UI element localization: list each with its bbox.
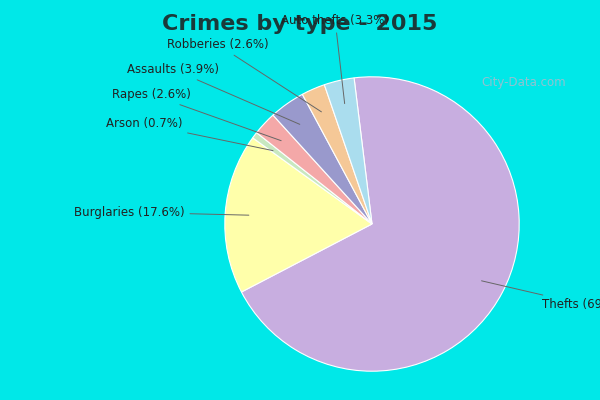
Text: Arson (0.7%): Arson (0.7%) <box>106 118 273 151</box>
Wedge shape <box>241 77 519 371</box>
Wedge shape <box>302 85 372 224</box>
Text: Robberies (2.6%): Robberies (2.6%) <box>167 38 322 112</box>
Text: City-Data.com: City-Data.com <box>481 76 566 89</box>
Text: Burglaries (17.6%): Burglaries (17.6%) <box>74 206 249 219</box>
Text: Assaults (3.9%): Assaults (3.9%) <box>127 63 300 124</box>
Wedge shape <box>225 138 372 292</box>
Wedge shape <box>253 133 372 224</box>
Text: Rapes (2.6%): Rapes (2.6%) <box>112 88 281 141</box>
Wedge shape <box>257 115 372 224</box>
Wedge shape <box>273 94 372 224</box>
Text: Crimes by type - 2015: Crimes by type - 2015 <box>163 14 437 34</box>
Wedge shape <box>325 78 372 224</box>
Text: Thefts (69.3%): Thefts (69.3%) <box>482 281 600 312</box>
Text: Auto thefts (3.3%): Auto thefts (3.3%) <box>281 14 389 104</box>
